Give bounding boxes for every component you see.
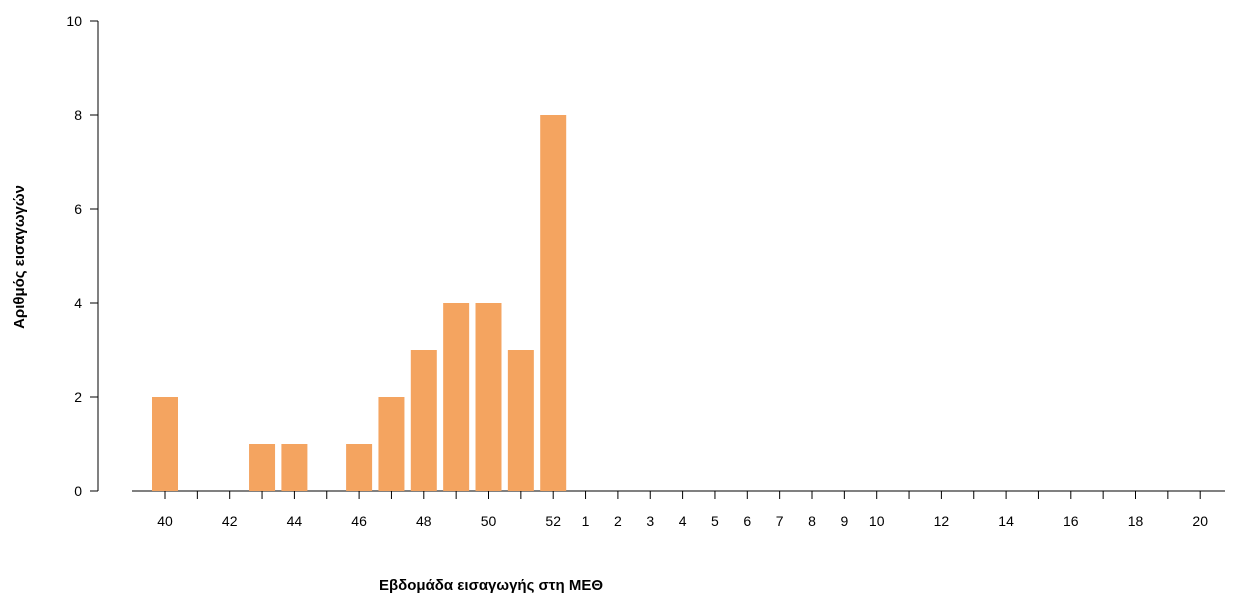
x-tick-label-44: 44 xyxy=(287,513,303,529)
x-tick-label-18: 18 xyxy=(1128,513,1144,529)
x-tick-label-48: 48 xyxy=(416,513,432,529)
x-tick-label-40: 40 xyxy=(157,513,173,529)
x-tick-label-50: 50 xyxy=(481,513,497,529)
bar-week-48 xyxy=(410,350,437,491)
bar-week-51 xyxy=(507,350,534,491)
y-tick-label-2: 2 xyxy=(74,389,82,405)
y-axis-title: Αριθμός εισαγωγών xyxy=(11,185,28,329)
x-tick-label-16: 16 xyxy=(1063,513,1079,529)
x-tick-label-8: 8 xyxy=(808,513,816,529)
x-axis: 40 42 44 46 48 50 52 1 2 3 4 5 6 7 8 9 10 12 14 16 18 20 xyxy=(132,490,1225,529)
x-tick-label-5: 5 xyxy=(711,513,719,529)
bar-week-50 xyxy=(475,303,502,491)
x-tick-label-4: 4 xyxy=(679,513,687,529)
x-tick-label-42: 42 xyxy=(222,513,238,529)
x-tick-label-52: 52 xyxy=(545,513,561,529)
x-axis-title: Εβδομάδα εισαγωγής στη ΜΕΘ xyxy=(379,577,603,594)
x-tick-label-12: 12 xyxy=(934,513,950,529)
x-tick-label-3: 3 xyxy=(646,513,654,529)
y-tick-label-0: 0 xyxy=(74,483,82,499)
bar-week-44 xyxy=(281,444,308,491)
bar-week-47 xyxy=(378,397,405,491)
bar-week-43 xyxy=(249,444,276,491)
x-tick-label-14: 14 xyxy=(998,513,1014,529)
x-tick-label-6: 6 xyxy=(743,513,751,529)
x-tick-label-9: 9 xyxy=(840,513,848,529)
x-tick-label-20: 20 xyxy=(1192,513,1208,529)
bar-week-49 xyxy=(443,303,470,491)
x-tick-label-46: 46 xyxy=(351,513,367,529)
bars xyxy=(152,115,567,491)
y-tick-label-10: 10 xyxy=(66,13,82,29)
x-tick-label-7: 7 xyxy=(776,513,784,529)
x-tick-label-2: 2 xyxy=(614,513,622,529)
y-axis: 0 2 4 6 8 10 xyxy=(66,13,99,499)
bar-week-46 xyxy=(346,444,373,491)
bar-week-40 xyxy=(152,397,178,491)
x-tick-label-1: 1 xyxy=(582,513,590,529)
y-tick-label-8: 8 xyxy=(74,107,82,123)
bar-week-52 xyxy=(540,115,567,491)
y-tick-label-6: 6 xyxy=(74,201,82,217)
y-tick-label-4: 4 xyxy=(74,295,82,311)
x-tick-label-10: 10 xyxy=(869,513,885,529)
